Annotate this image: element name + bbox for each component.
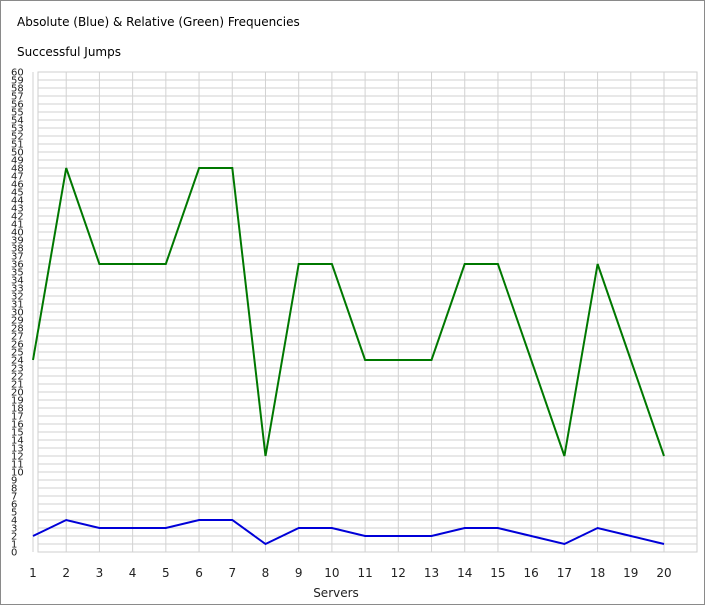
y-tick-label: 58 bbox=[11, 84, 24, 95]
y-tick-label: 13 bbox=[11, 444, 24, 455]
y-tick-label: 0 bbox=[11, 548, 17, 559]
y-tick-label: 26 bbox=[11, 340, 24, 351]
y-tick-label: 23 bbox=[11, 364, 24, 375]
x-tick-label: 7 bbox=[228, 566, 236, 580]
y-tick-label: 3 bbox=[11, 524, 17, 535]
y-tick-label: 46 bbox=[11, 180, 24, 191]
y-tick-label: 12 bbox=[11, 452, 24, 463]
y-tick-label: 48 bbox=[11, 164, 24, 175]
y-axis-ticks: 0123456789101112131415161718192021222324… bbox=[11, 68, 24, 559]
chart-grid bbox=[32, 71, 698, 553]
y-tick-label: 14 bbox=[11, 436, 24, 447]
y-tick-label: 29 bbox=[11, 316, 24, 327]
x-tick-label: 10 bbox=[324, 566, 339, 580]
y-tick-label: 9 bbox=[11, 476, 17, 487]
x-tick-label: 12 bbox=[391, 566, 406, 580]
x-tick-label: 1 bbox=[29, 566, 37, 580]
y-tick-label: 22 bbox=[11, 372, 24, 383]
x-tick-label: 18 bbox=[590, 566, 605, 580]
y-tick-label: 31 bbox=[11, 300, 24, 311]
x-axis-label: Servers bbox=[313, 586, 359, 600]
x-tick-label: 6 bbox=[195, 566, 203, 580]
y-tick-label: 36 bbox=[11, 260, 24, 271]
y-tick-label: 5 bbox=[11, 508, 17, 519]
x-tick-label: 11 bbox=[357, 566, 372, 580]
y-tick-label: 24 bbox=[11, 356, 24, 367]
x-tick-label: 8 bbox=[262, 566, 270, 580]
x-axis-ticks: 1 2 3 4 5 6 7 8 9 10 11 12 13 14 15 16 17 18 19 20 bbox=[29, 566, 671, 580]
y-tick-label: 49 bbox=[11, 156, 24, 167]
y-tick-label: 55 bbox=[11, 108, 24, 119]
series-line-absolute bbox=[32, 518, 665, 546]
y-tick-label: 32 bbox=[11, 292, 24, 303]
y-tick-label: 60 bbox=[11, 68, 24, 79]
y-tick-label: 6 bbox=[11, 500, 17, 511]
y-tick-label: 40 bbox=[11, 228, 24, 239]
y-tick-label: 28 bbox=[11, 324, 24, 335]
y-tick-label: 11 bbox=[11, 460, 24, 471]
y-tick-label: 19 bbox=[11, 396, 24, 407]
x-tick-label: 14 bbox=[457, 566, 472, 580]
x-tick-label: 13 bbox=[424, 566, 439, 580]
x-tick-label: 5 bbox=[162, 566, 170, 580]
x-tick-label: 4 bbox=[129, 566, 137, 580]
x-tick-label: 19 bbox=[623, 566, 638, 580]
y-tick-label: 57 bbox=[11, 92, 24, 103]
x-tick-label: 2 bbox=[62, 566, 70, 580]
y-tick-label: 4 bbox=[11, 516, 17, 527]
y-tick-label: 38 bbox=[11, 244, 24, 255]
y-tick-label: 35 bbox=[11, 268, 24, 279]
y-tick-label: 15 bbox=[11, 428, 24, 439]
y-tick-label: 33 bbox=[11, 284, 24, 295]
y-tick-label: 17 bbox=[11, 412, 24, 423]
y-tick-label: 18 bbox=[11, 404, 24, 415]
y-tick-label: 8 bbox=[11, 484, 17, 495]
y-tick-label: 53 bbox=[11, 124, 24, 135]
chart-title: Absolute (Blue) & Relative (Green) Frequ… bbox=[17, 15, 300, 29]
series-line-relative bbox=[32, 167, 665, 457]
y-tick-label: 45 bbox=[11, 188, 24, 199]
y-tick-label: 2 bbox=[11, 532, 17, 543]
y-tick-label: 1 bbox=[11, 540, 17, 551]
y-tick-label: 21 bbox=[11, 380, 24, 391]
y-tick-label: 54 bbox=[11, 116, 24, 127]
y-tick-label: 59 bbox=[11, 76, 24, 87]
y-tick-label: 56 bbox=[11, 100, 24, 111]
y-tick-label: 43 bbox=[11, 204, 24, 215]
y-tick-label: 42 bbox=[11, 212, 24, 223]
chart-series bbox=[32, 167, 665, 546]
y-tick-label: 20 bbox=[11, 388, 24, 399]
y-tick-label: 39 bbox=[11, 236, 24, 247]
x-tick-label: 16 bbox=[524, 566, 539, 580]
y-tick-label: 41 bbox=[11, 220, 24, 231]
plot-area-border bbox=[37, 71, 698, 553]
y-tick-label: 51 bbox=[11, 140, 24, 151]
y-tick-label: 44 bbox=[11, 196, 24, 207]
y-tick-label: 30 bbox=[11, 308, 24, 319]
y-tick-label: 50 bbox=[11, 148, 24, 159]
y-tick-label: 52 bbox=[11, 132, 24, 143]
x-tick-label: 17 bbox=[557, 566, 572, 580]
y-tick-label: 27 bbox=[11, 332, 24, 343]
x-tick-label: 9 bbox=[295, 566, 303, 580]
y-tick-label: 47 bbox=[11, 172, 24, 183]
y-tick-label: 16 bbox=[11, 420, 24, 431]
x-tick-label: 3 bbox=[96, 566, 104, 580]
y-tick-label: 37 bbox=[11, 252, 24, 263]
x-tick-label: 20 bbox=[656, 566, 671, 580]
y-tick-label: 7 bbox=[11, 492, 17, 503]
chart-subtitle: Successful Jumps bbox=[17, 45, 121, 59]
y-tick-label: 34 bbox=[11, 276, 24, 287]
y-tick-label: 10 bbox=[11, 468, 24, 479]
x-tick-label: 15 bbox=[490, 566, 505, 580]
y-tick-label: 25 bbox=[11, 348, 24, 359]
